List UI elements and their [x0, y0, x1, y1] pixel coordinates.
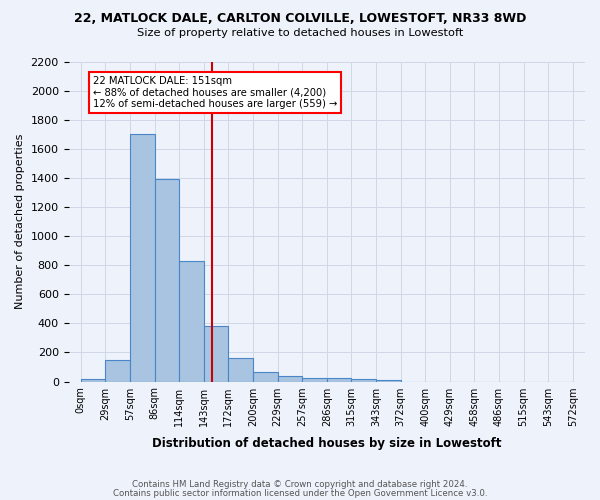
Bar	[229, 358, 253, 382]
Bar	[81, 380, 106, 382]
Bar	[352, 379, 376, 382]
Text: Size of property relative to detached houses in Lowestoft: Size of property relative to detached ho…	[137, 28, 463, 38]
Bar	[278, 376, 302, 382]
Bar	[155, 180, 179, 382]
Text: Contains HM Land Registry data © Crown copyright and database right 2024.: Contains HM Land Registry data © Crown c…	[132, 480, 468, 489]
Text: 22, MATLOCK DALE, CARLTON COLVILLE, LOWESTOFT, NR33 8WD: 22, MATLOCK DALE, CARLTON COLVILLE, LOWE…	[74, 12, 526, 26]
Bar	[130, 134, 155, 382]
Bar	[204, 326, 229, 382]
Bar	[376, 380, 401, 382]
Bar	[106, 360, 130, 382]
Text: 22 MATLOCK DALE: 151sqm
← 88% of detached houses are smaller (4,200)
12% of semi: 22 MATLOCK DALE: 151sqm ← 88% of detache…	[93, 76, 337, 109]
Text: Contains public sector information licensed under the Open Government Licence v3: Contains public sector information licen…	[113, 488, 487, 498]
Bar	[179, 261, 204, 382]
Bar	[302, 378, 327, 382]
X-axis label: Distribution of detached houses by size in Lowestoft: Distribution of detached houses by size …	[152, 437, 502, 450]
Y-axis label: Number of detached properties: Number of detached properties	[15, 134, 25, 309]
Bar	[327, 378, 352, 382]
Bar	[253, 372, 278, 382]
